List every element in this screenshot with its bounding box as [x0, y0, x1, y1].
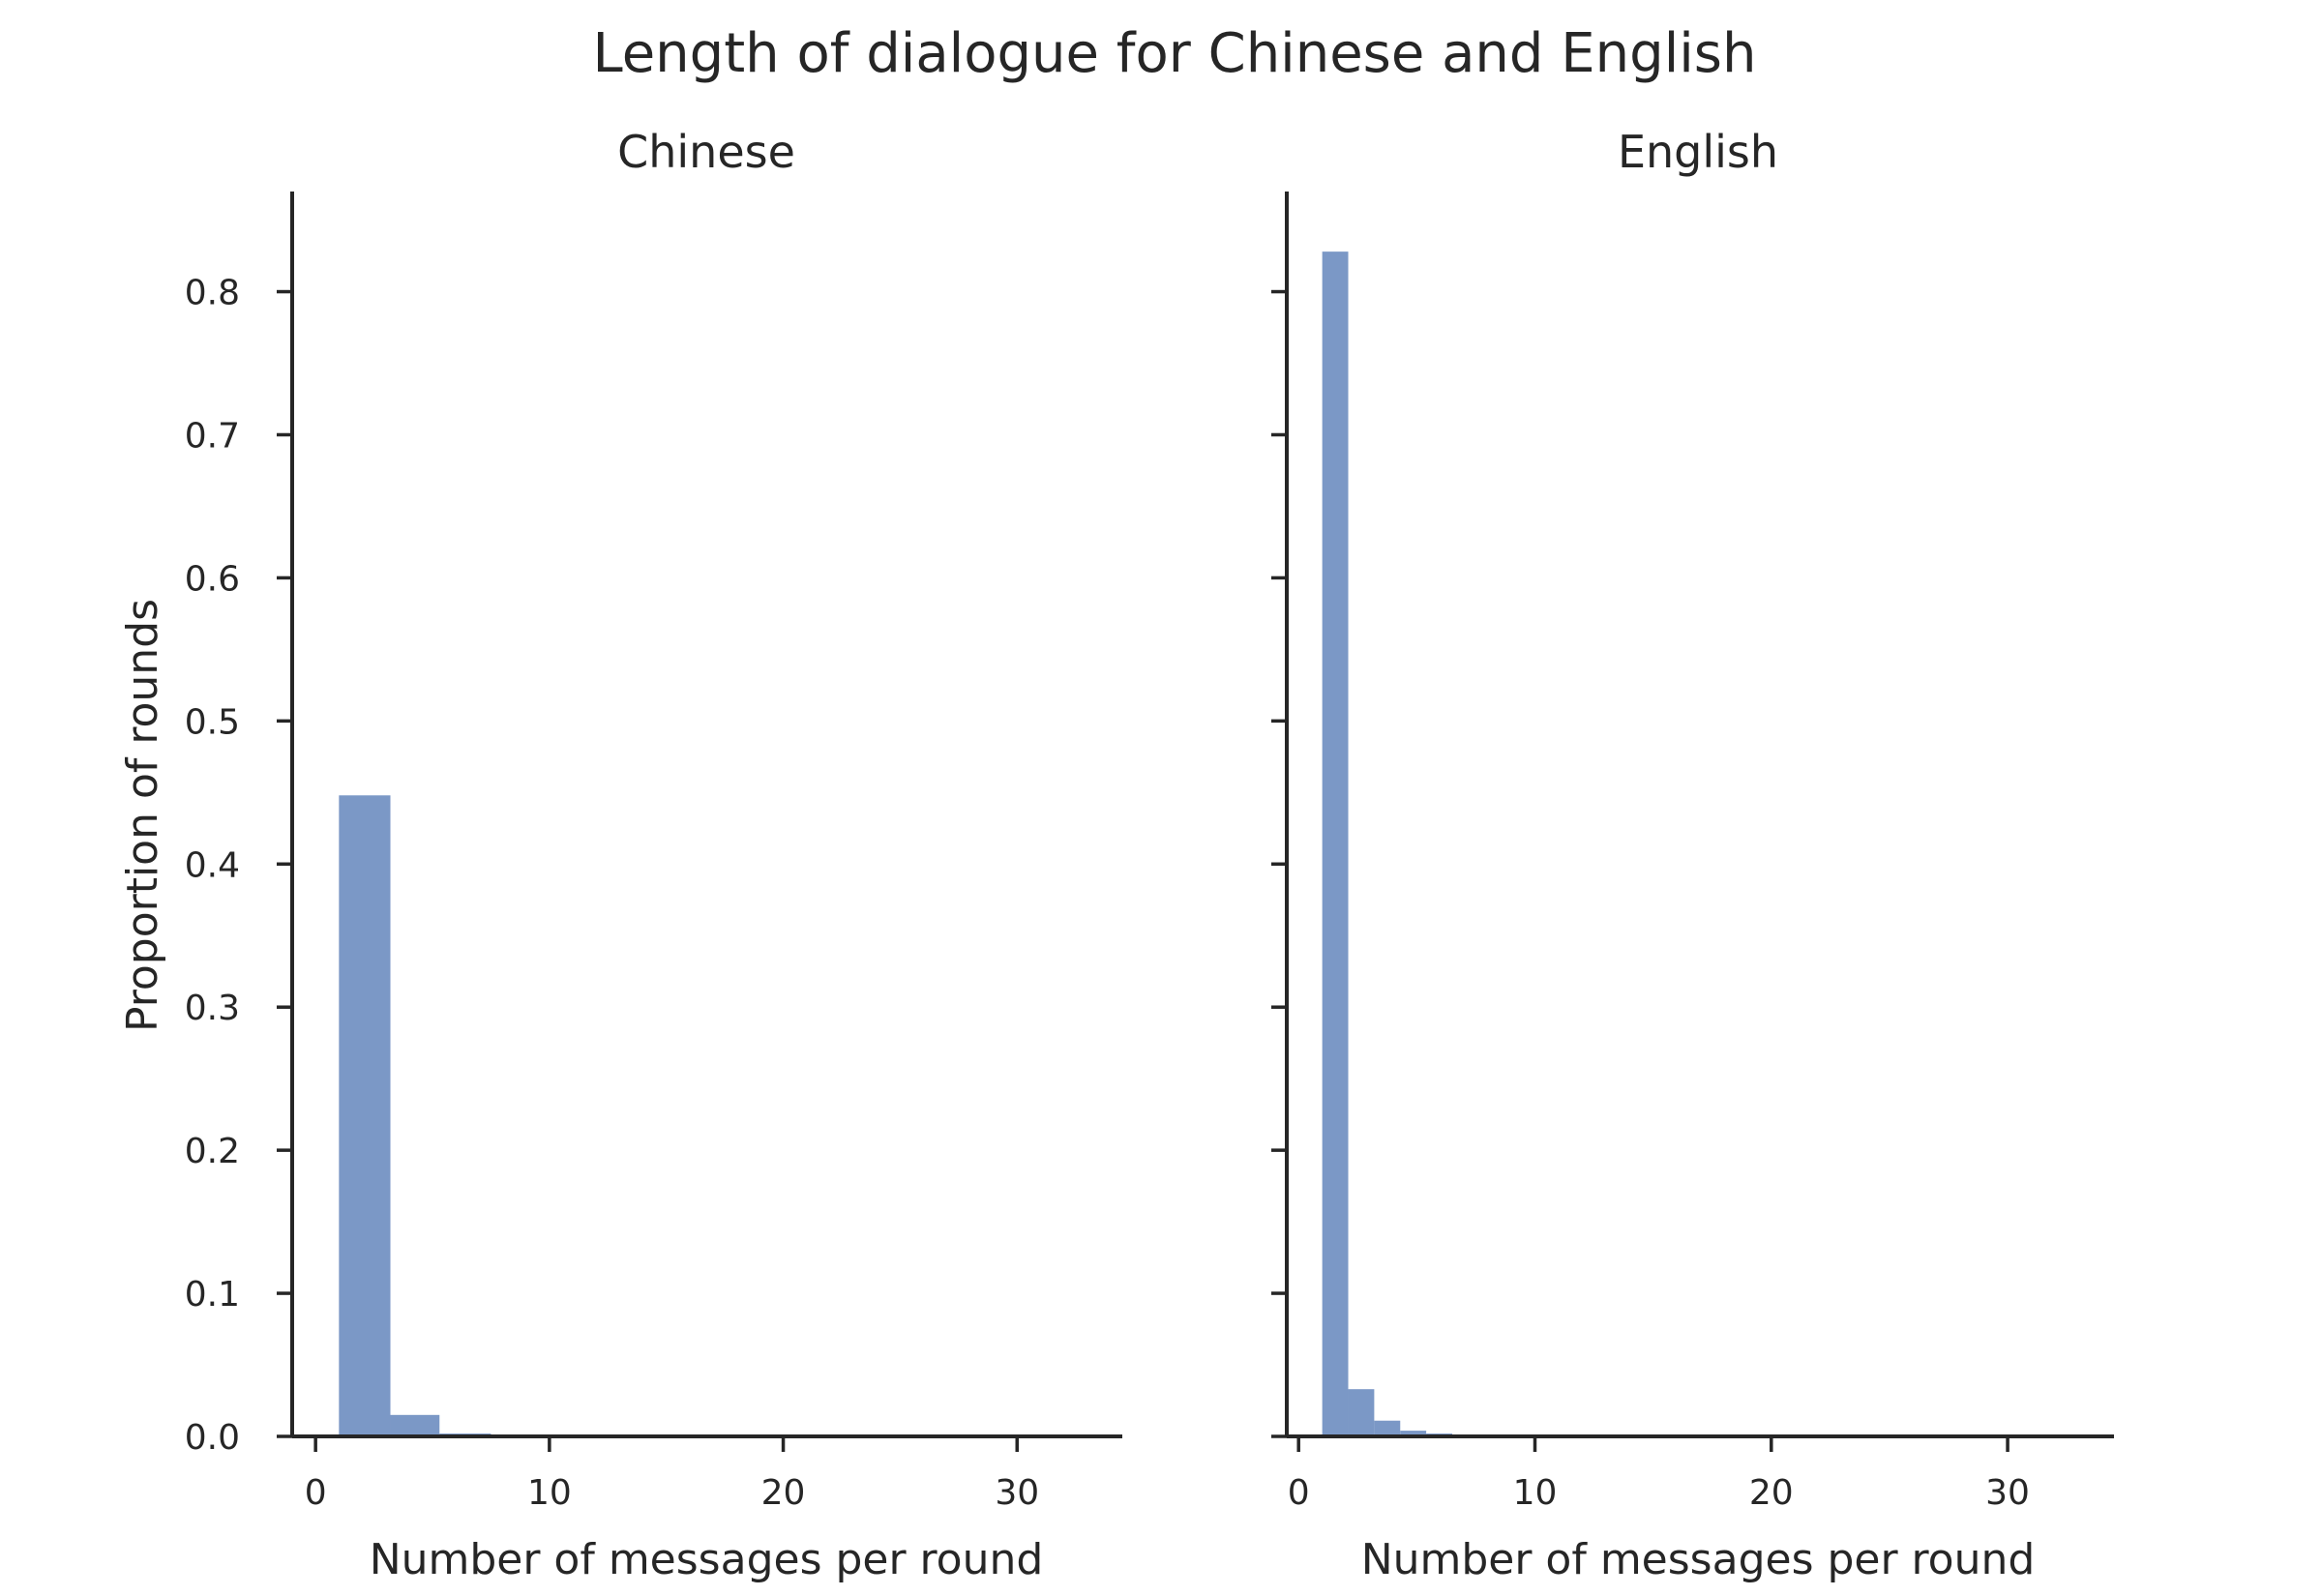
english-x-tick-label: 0	[1288, 1473, 1310, 1513]
chinese-x-tick-label: 30	[995, 1473, 1039, 1513]
english-x-tick-label: 10	[1513, 1473, 1558, 1513]
chinese-x-axis-label: Number of messages per round	[370, 1535, 1044, 1584]
chinese-y-tick-label: 0.4	[185, 845, 240, 885]
english-panel-title: English	[1618, 126, 1778, 178]
chinese-y-axis-label: Proportion of rounds	[118, 599, 167, 1032]
english-histogram-bar	[1374, 1420, 1401, 1436]
chinese-histogram-bar	[339, 795, 391, 1436]
english-panel: English 0 10 20 30 Number of messages per r…	[1271, 126, 2114, 1584]
english-x-tick-label: 20	[1749, 1473, 1794, 1513]
english-y-ticks	[1271, 289, 1287, 1438]
chinese-panel: Chinese 0.0 0.1 0.2 0.3 0.4 0.5 0.6 0.7 0.8 0 10 2…	[118, 126, 1122, 1584]
chinese-bars	[339, 795, 541, 1436]
chinese-x-ticks: 0 10 20 30	[305, 1436, 1039, 1513]
chinese-x-tick-label: 0	[305, 1473, 327, 1513]
english-histogram-bar	[1322, 251, 1349, 1436]
english-histogram-bar	[1400, 1431, 1427, 1436]
chinese-y-tick-label: 0.8	[185, 274, 240, 313]
figure-title: Length of dialogue for Chinese and Engli…	[593, 22, 1757, 85]
chinese-y-tick-label: 0.1	[185, 1275, 240, 1315]
english-x-axis-label: Number of messages per round	[1361, 1535, 2036, 1584]
english-x-tick-label: 30	[1985, 1473, 2030, 1513]
english-bars	[1322, 251, 1478, 1436]
chinese-histogram-bar	[390, 1414, 440, 1436]
chinese-y-tick-label: 0.2	[185, 1132, 240, 1171]
chinese-y-tick-label: 0.7	[185, 416, 240, 456]
chinese-y-ticks: 0.0 0.1 0.2 0.3 0.4 0.5 0.6 0.7 0.8	[185, 274, 292, 1458]
english-histogram-bar	[1348, 1389, 1375, 1436]
chinese-panel-title: Chinese	[617, 126, 795, 178]
chinese-y-tick-label: 0.5	[185, 702, 240, 742]
chinese-y-tick-label: 0.6	[185, 559, 240, 599]
chinese-x-tick-label: 20	[761, 1473, 806, 1513]
chinese-y-tick-label: 0.0	[185, 1418, 240, 1458]
chinese-y-tick-label: 0.3	[185, 989, 240, 1028]
english-x-ticks: 0 10 20 30	[1288, 1436, 2030, 1513]
chinese-x-tick-label: 10	[527, 1473, 572, 1513]
